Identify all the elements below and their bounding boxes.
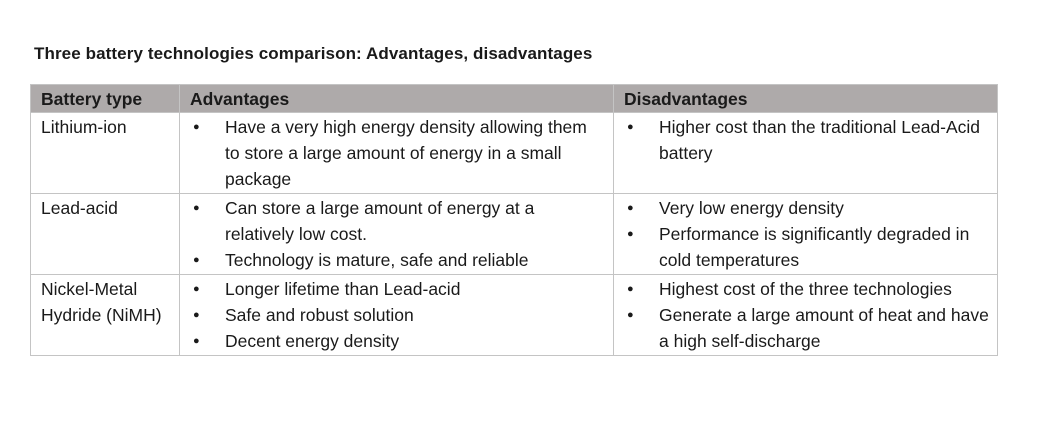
battery-type-cell: Lead-acid xyxy=(30,193,180,275)
advantages-cell: Can store a large amount of energy at a … xyxy=(179,193,614,275)
advantage-item: Longer lifetime than Lead-acid xyxy=(190,276,605,302)
advantages-cell: Longer lifetime than Lead-acid Safe and … xyxy=(179,274,614,356)
disadvantages-cell: Higher cost than the traditional Lead-Ac… xyxy=(613,112,998,194)
advantages-list: Can store a large amount of energy at a … xyxy=(190,195,605,273)
disadvantages-list: Higher cost than the traditional Lead-Ac… xyxy=(624,114,989,166)
disadvantage-item: Generate a large amount of heat and have… xyxy=(624,302,989,354)
disadvantage-item: Highest cost of the three technologies xyxy=(624,276,989,302)
table-row: Lithium-ion Have a very high energy dens… xyxy=(30,112,998,194)
document-title: Three battery technologies comparison: A… xyxy=(34,44,593,63)
battery-type-cell: Lithium-ion xyxy=(30,112,180,194)
advantages-cell: Have a very high energy density allowing… xyxy=(179,112,614,194)
header-battery-type: Battery type xyxy=(30,84,180,113)
advantage-item: Decent energy density xyxy=(190,328,605,354)
disadvantages-cell: Very low energy density Performance is s… xyxy=(613,193,998,275)
disadvantages-cell: Highest cost of the three technologies G… xyxy=(613,274,998,356)
table-row: Lead-acid Can store a large amount of en… xyxy=(30,193,998,275)
comparison-table: Battery type Advantages Disadvantages Li… xyxy=(30,84,998,356)
table-row: Nickel-Metal Hydride (NiMH) Longer lifet… xyxy=(30,274,998,356)
header-disadvantages: Disadvantages xyxy=(613,84,998,113)
disadvantages-list: Very low energy density Performance is s… xyxy=(624,195,989,273)
advantages-list: Have a very high energy density allowing… xyxy=(190,114,605,192)
disadvantages-list: Highest cost of the three technologies G… xyxy=(624,276,989,354)
advantage-item: Technology is mature, safe and reliable xyxy=(190,247,605,273)
advantage-item: Have a very high energy density allowing… xyxy=(190,114,605,192)
header-advantages: Advantages xyxy=(179,84,614,113)
disadvantage-item: Very low energy density xyxy=(624,195,989,221)
advantage-item: Safe and robust solution xyxy=(190,302,605,328)
disadvantage-item: Performance is significantly degraded in… xyxy=(624,221,989,273)
advantages-list: Longer lifetime than Lead-acid Safe and … xyxy=(190,276,605,354)
advantage-item: Can store a large amount of energy at a … xyxy=(190,195,605,247)
table-header-row: Battery type Advantages Disadvantages xyxy=(30,84,998,113)
disadvantage-item: Higher cost than the traditional Lead-Ac… xyxy=(624,114,989,166)
battery-type-cell: Nickel-Metal Hydride (NiMH) xyxy=(30,274,180,356)
